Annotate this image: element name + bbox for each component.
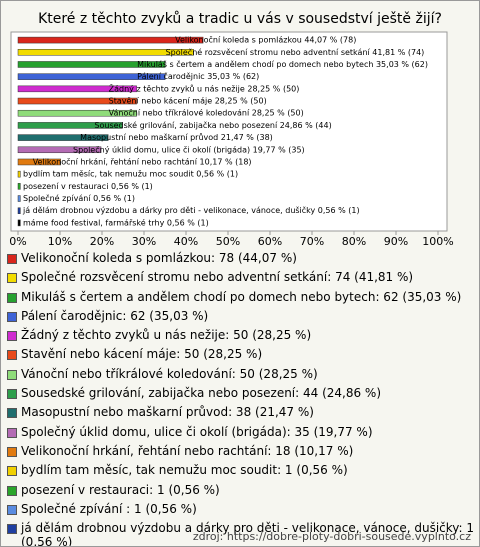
bar-label: bydlím tam měsíc, tak nemužu moc soudit … (23, 170, 238, 179)
bar-label: Společné rozsvěcení stromu nebo adventní… (166, 47, 425, 57)
legend-label: bydlím tam měsíc, tak nemužu moc soudit:… (21, 463, 348, 478)
bar-label: Velikonoční hrkání, řehtání nebo rachtán… (33, 156, 252, 166)
legend-item: Masopustní nebo maškarní průvod: 38 (21,… (7, 405, 475, 419)
bar (17, 219, 21, 227)
source: zdroj: https://dobre-ploty-dobri-sousede… (192, 530, 471, 543)
bar-label: Pálení čarodějnic 35,03 % (62) (137, 71, 259, 81)
bar-label: Společný úklid domu, ulice či okolí (bri… (73, 144, 305, 154)
legend-swatch (7, 389, 17, 400)
legend-swatch (7, 311, 17, 322)
bar-label: Žádný z těchto zvyků u nás nežije 28,25 … (109, 82, 300, 93)
bar (17, 183, 21, 190)
legend-swatch (7, 408, 17, 419)
x-tick-label: 70% (300, 235, 324, 248)
bar (17, 73, 166, 80)
legend-swatch (7, 524, 17, 535)
legend-label: já dělám drobnou výzdobu a dárky pro dět… (21, 521, 474, 547)
legend-label: Mikuláš s čertem a andělem chodí po dome… (21, 289, 462, 304)
legend-item: Společné zpívání : 1 (0,56 %) (7, 502, 475, 516)
legend-item: Společné rozsvěcení stromu nebo adventní… (7, 270, 475, 284)
bar-label: Sousedské grilování, zabijačka nebo pose… (94, 120, 331, 130)
legend-item: Pálení čarodějnic: 62 (35,03 %) (7, 309, 475, 323)
bar (17, 97, 137, 105)
legend-label: Společné rozsvěcení stromu nebo adventní… (21, 270, 414, 285)
bar (17, 195, 21, 202)
x-tick-label: 50% (216, 235, 240, 248)
legend-label: Vánoční nebo tříkrálové koledování: 50 (… (21, 366, 318, 381)
x-tick-label: 90% (384, 235, 408, 248)
bar-label: Vánoční nebo tříkrálové koledování 28,25… (109, 108, 304, 118)
legend-swatch (7, 273, 17, 284)
x-tick-label: 40% (174, 235, 198, 248)
legend-label: Velikonoční hrkání, řehtání nebo rachtán… (21, 443, 354, 458)
bar-label: Stavění nebo kácení máje 28,25 % (50) (109, 97, 267, 106)
bar-label: Společné zpívání 0,56 % (1) (23, 193, 135, 203)
plot: Které z těchto zvyků a tradic u vás v so… (9, 11, 453, 248)
legend-item: já dělám drobnou výzdobu a dárky pro dět… (7, 521, 475, 547)
legend-swatch (7, 466, 17, 477)
x-tick-label: 10% (48, 235, 72, 248)
legend-item: Žádný z těchto zvyků u nás nežije: 50 (2… (7, 328, 475, 342)
legend-label: Společné zpívání : 1 (0,56 %) (21, 501, 197, 516)
bar (17, 158, 61, 166)
bar (17, 134, 109, 141)
bar (17, 146, 102, 154)
bar (17, 36, 204, 44)
bar (17, 207, 21, 214)
legend-label: Společný úklid domu, ulice či okolí (bri… (21, 424, 373, 439)
legend-swatch (7, 331, 17, 342)
legend-swatch (7, 350, 17, 361)
x-tick-label: 80% (342, 235, 366, 248)
x-tick-label: 100% (422, 235, 453, 248)
legend-swatch (7, 292, 17, 303)
bar-label: máme food festival, farmářské trhy 0,56 … (23, 217, 209, 227)
bar (17, 122, 123, 129)
legend-label: Masopustní nebo maškarní průvod: 38 (21,… (21, 405, 314, 420)
legend-item: posezení v restauraci: 1 (0,56 %) (7, 483, 475, 497)
legend-swatch (7, 485, 17, 496)
legend: Velikonoční koleda s pomlázkou: 78 (44,0… (7, 251, 475, 547)
legend-label: Žádný z těchto zvyků u nás nežije: 50 (2… (21, 328, 312, 343)
legend-label: Pálení čarodějnic: 62 (35,03 %) (21, 308, 209, 323)
bar (17, 85, 137, 93)
legend-label: Velikonoční koleda s pomlázkou: 78 (44,0… (21, 251, 297, 265)
legend-swatch (7, 427, 17, 438)
bar-label: posezení v restauraci 0,56 % (1) (23, 182, 153, 191)
bar-label: já dělám drobnou výzdobu a dárky pro dět… (22, 205, 360, 215)
bar-label: Velikonoční koleda s pomlázkou 44,07 % (… (175, 35, 356, 45)
bar (17, 170, 21, 178)
legend-label: posezení v restauraci: 1 (0,56 %) (21, 482, 220, 497)
legend-item: bydlím tam měsíc, tak nemužu moc soudit:… (7, 463, 475, 477)
bar (17, 61, 166, 68)
bar-label: Mikuláš s čertem a andělem chodí po dome… (137, 59, 428, 69)
x-tick-label: 20% (90, 235, 114, 248)
x-tick-label: 0% (9, 235, 26, 248)
legend-item: Vánoční nebo tříkrálové koledování: 50 (… (7, 367, 475, 381)
legend-swatch (7, 254, 17, 264)
legend-label: Stavění nebo kácení máje: 50 (28,25 %) (21, 347, 263, 362)
x-tick-label: 60% (258, 235, 282, 248)
legend-swatch (7, 369, 17, 380)
legend-item: Stavění nebo kácení máje: 50 (28,25 %) (7, 347, 475, 361)
bar (17, 49, 194, 56)
legend-swatch (7, 446, 17, 457)
x-tick-label: 30% (132, 235, 156, 248)
legend-item: Společný úklid domu, ulice či okolí (bri… (7, 425, 475, 439)
legend-swatch (7, 504, 17, 515)
legend-item: Sousedské grilování, zabijačka nebo pose… (7, 386, 475, 400)
legend-item: Mikuláš s čertem a andělem chodí po dome… (7, 290, 475, 304)
chart-title: Které z těchto zvyků a tradic u vás v so… (38, 11, 442, 27)
bar-label: Masopustní nebo maškarní průvod 21,47 % … (80, 132, 273, 142)
bar (17, 109, 137, 117)
legend-item: Velikonoční koleda s pomlázkou: 78 (44,0… (7, 251, 475, 265)
legend-item: Velikonoční hrkání, řehtání nebo rachtán… (7, 444, 475, 458)
legend-label: Sousedské grilování, zabijačka nebo pose… (21, 386, 382, 401)
